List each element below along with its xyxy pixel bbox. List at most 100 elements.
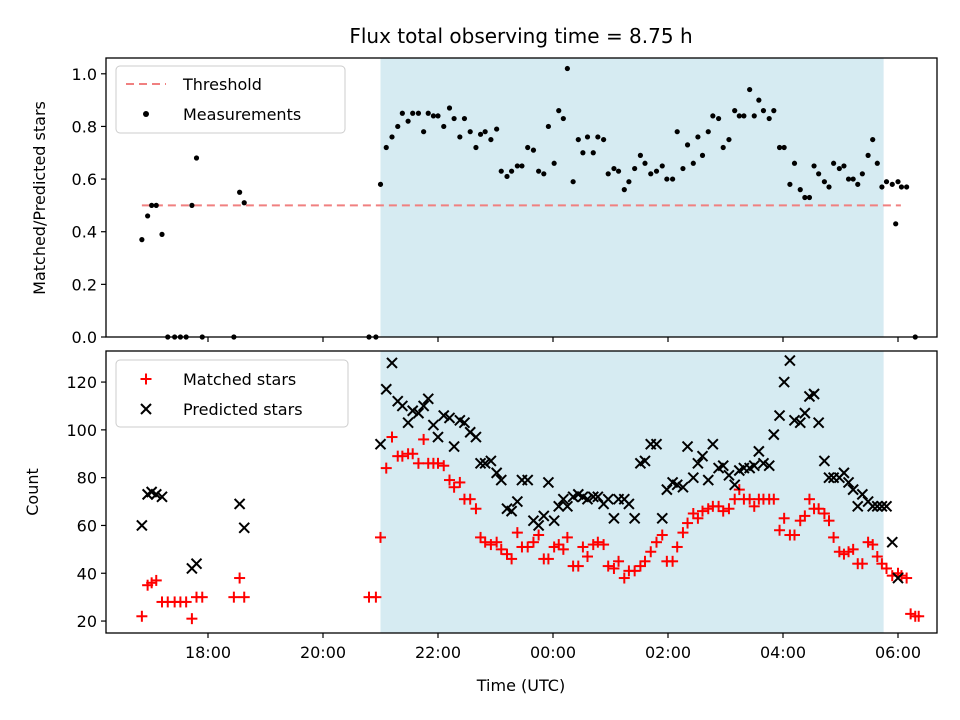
measurement-point (895, 179, 901, 185)
legend-matched-marker (140, 373, 152, 385)
measurement-point (726, 136, 732, 143)
matched-point (444, 474, 455, 486)
measurement-point (477, 131, 484, 137)
matched-point (618, 572, 630, 584)
measurement-point (865, 152, 871, 158)
x-tick-label: 22:00 (415, 643, 461, 662)
bottom-panel: 20 40 60 80 100 120 18:00 20:00 22:00 00:00 02:00… (23, 350, 938, 695)
predicted-point (773, 409, 786, 422)
predicted-point (886, 536, 898, 548)
matched-point (803, 493, 815, 505)
matched-point (717, 505, 729, 517)
matched-point (651, 536, 662, 548)
measurement-point (611, 165, 617, 172)
bottom-plot-frame (105, 350, 938, 634)
predicted-point (656, 512, 668, 524)
x-tick-label: 02:00 (645, 643, 691, 662)
measurement-point (889, 181, 895, 187)
y-tick-label: 0.0 (72, 328, 97, 347)
matched-point (592, 536, 604, 548)
measurement-point (855, 181, 861, 187)
bottom-legend-box (115, 359, 349, 428)
matched-point (432, 457, 444, 469)
predicted-point (892, 572, 904, 584)
matched-point (412, 457, 424, 469)
bottom-y-ticks: 20 40 60 80 100 120 (66, 373, 106, 631)
predicted-point (623, 498, 635, 510)
measurement-point (237, 189, 243, 195)
measurement-point (519, 163, 525, 169)
matched-point (871, 551, 883, 563)
matched-point (823, 515, 835, 527)
predicted-point (485, 455, 497, 467)
matched-point (454, 476, 466, 488)
y-tick-label: 40 (77, 564, 97, 583)
predicted-point (639, 455, 651, 467)
y-tick-label: 1.0 (72, 65, 97, 84)
predicted-point (553, 500, 565, 513)
top-y-axis-label: Matched/Predicted stars (30, 101, 49, 295)
measurement-point (482, 129, 488, 135)
measurement-point (659, 163, 665, 169)
measurement-point (781, 144, 787, 151)
predicted-point (150, 488, 162, 501)
measurement-point (811, 163, 817, 169)
measurement-point (514, 163, 520, 169)
predicted-point (521, 474, 534, 486)
measurement-point (451, 115, 457, 122)
matched-point (577, 541, 589, 553)
measurement-point (498, 168, 504, 174)
matched-point (768, 493, 780, 505)
matched-point (375, 531, 386, 543)
predicted-point (470, 431, 482, 443)
matched-point (613, 555, 625, 567)
matched-point (639, 555, 651, 567)
matched-point (464, 493, 476, 505)
x-tick-label: 20:00 (300, 643, 346, 662)
measurement-point (545, 123, 552, 130)
matched-point (729, 493, 741, 505)
predicted-point (842, 476, 855, 489)
measurement-point (421, 129, 427, 135)
matched-point (799, 510, 811, 522)
matched-point (448, 481, 460, 493)
y-tick-label: 100 (66, 421, 97, 440)
predicted-point (548, 514, 560, 527)
matched-point (828, 531, 840, 543)
measurement-point (615, 168, 622, 174)
x-tick-label: 18:00 (185, 643, 231, 662)
matched-point (380, 462, 392, 474)
measurement-point (720, 144, 726, 151)
y-tick-label: 0.8 (72, 117, 97, 136)
measurement-point (556, 108, 562, 114)
predicted-point (402, 416, 414, 429)
predicted-point (650, 438, 663, 450)
measurement-point (473, 144, 479, 151)
predicted-point (847, 483, 859, 496)
matched-point (692, 512, 704, 524)
matched-point (582, 551, 593, 563)
measurement-point (836, 165, 842, 172)
y-tick-label: 0.6 (72, 170, 97, 189)
measurement-point (637, 152, 644, 158)
measurement-point (241, 200, 247, 206)
measurement-point (494, 126, 500, 132)
measurement-point (797, 187, 803, 193)
measurement-point (756, 97, 762, 103)
measurement-point (446, 105, 453, 111)
predicted-point (448, 440, 460, 453)
matched-point (645, 546, 657, 558)
predicted-point (876, 500, 888, 513)
predicted-point (479, 457, 491, 470)
measurement-point (850, 176, 856, 182)
predicted-point (728, 479, 741, 491)
measurement-point (461, 115, 468, 122)
matched-point (572, 560, 584, 572)
predicted-point (532, 519, 545, 532)
measurement-point (541, 171, 547, 177)
top-window-shading (380, 58, 884, 337)
matched-point (533, 529, 545, 541)
matched-point (818, 508, 830, 520)
predicted-point (799, 407, 811, 419)
measurement-point (383, 144, 389, 151)
